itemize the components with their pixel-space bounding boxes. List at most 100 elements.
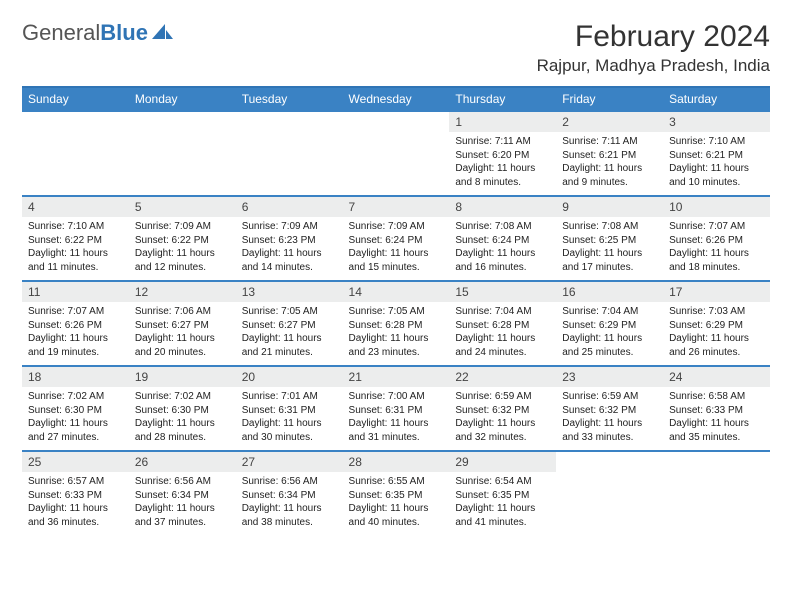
calendar-day: 29Sunrise: 6:54 AMSunset: 6:35 PMDayligh… [449, 451, 556, 535]
calendar-day: 2Sunrise: 7:11 AMSunset: 6:21 PMDaylight… [556, 111, 663, 196]
sunrise-text: Sunrise: 6:58 AM [669, 390, 764, 404]
day-number: 13 [236, 282, 343, 302]
sunset-text: Sunset: 6:26 PM [669, 234, 764, 248]
calendar-day: 14Sunrise: 7:05 AMSunset: 6:28 PMDayligh… [343, 281, 450, 366]
day-details: Sunrise: 7:10 AMSunset: 6:22 PMDaylight:… [22, 217, 129, 280]
day-details: Sunrise: 6:59 AMSunset: 6:32 PMDaylight:… [556, 387, 663, 450]
day-details: Sunrise: 7:05 AMSunset: 6:27 PMDaylight:… [236, 302, 343, 365]
sunrise-text: Sunrise: 7:08 AM [562, 220, 657, 234]
calendar-day: 17Sunrise: 7:03 AMSunset: 6:29 PMDayligh… [663, 281, 770, 366]
day-header: Monday [129, 87, 236, 111]
day-number: 21 [343, 367, 450, 387]
daylight-text: Daylight: 11 hours and 41 minutes. [455, 502, 550, 529]
daylight-text: Daylight: 11 hours and 12 minutes. [135, 247, 230, 274]
sunrise-text: Sunrise: 6:59 AM [455, 390, 550, 404]
calendar-day [663, 451, 770, 535]
day-number: 28 [343, 452, 450, 472]
calendar-day: 18Sunrise: 7:02 AMSunset: 6:30 PMDayligh… [22, 366, 129, 451]
sunset-text: Sunset: 6:24 PM [455, 234, 550, 248]
day-details: Sunrise: 7:00 AMSunset: 6:31 PMDaylight:… [343, 387, 450, 450]
daylight-text: Daylight: 11 hours and 10 minutes. [669, 162, 764, 189]
sunset-text: Sunset: 6:30 PM [135, 404, 230, 418]
daylight-text: Daylight: 11 hours and 25 minutes. [562, 332, 657, 359]
day-number: 20 [236, 367, 343, 387]
daylight-text: Daylight: 11 hours and 11 minutes. [28, 247, 123, 274]
calendar-day: 15Sunrise: 7:04 AMSunset: 6:28 PMDayligh… [449, 281, 556, 366]
day-header-row: Sunday Monday Tuesday Wednesday Thursday… [22, 87, 770, 111]
sunset-text: Sunset: 6:32 PM [562, 404, 657, 418]
sunrise-text: Sunrise: 6:55 AM [349, 475, 444, 489]
sunset-text: Sunset: 6:35 PM [455, 489, 550, 503]
calendar-day [236, 111, 343, 196]
day-details: Sunrise: 6:54 AMSunset: 6:35 PMDaylight:… [449, 472, 556, 535]
day-number: 8 [449, 197, 556, 217]
calendar-day: 1Sunrise: 7:11 AMSunset: 6:20 PMDaylight… [449, 111, 556, 196]
brand-logo: GeneralBlue [22, 20, 174, 46]
day-details: Sunrise: 7:02 AMSunset: 6:30 PMDaylight:… [129, 387, 236, 450]
day-number: 22 [449, 367, 556, 387]
day-number: 10 [663, 197, 770, 217]
sunset-text: Sunset: 6:31 PM [242, 404, 337, 418]
day-number: 9 [556, 197, 663, 217]
calendar-week: 11Sunrise: 7:07 AMSunset: 6:26 PMDayligh… [22, 281, 770, 366]
daylight-text: Daylight: 11 hours and 37 minutes. [135, 502, 230, 529]
sunrise-text: Sunrise: 7:01 AM [242, 390, 337, 404]
sunrise-text: Sunrise: 7:07 AM [28, 305, 123, 319]
sunset-text: Sunset: 6:30 PM [28, 404, 123, 418]
calendar-day: 27Sunrise: 6:56 AMSunset: 6:34 PMDayligh… [236, 451, 343, 535]
day-header: Wednesday [343, 87, 450, 111]
calendar-day: 7Sunrise: 7:09 AMSunset: 6:24 PMDaylight… [343, 196, 450, 281]
day-details: Sunrise: 7:05 AMSunset: 6:28 PMDaylight:… [343, 302, 450, 365]
day-details: Sunrise: 7:03 AMSunset: 6:29 PMDaylight:… [663, 302, 770, 365]
sunset-text: Sunset: 6:28 PM [349, 319, 444, 333]
calendar-day: 20Sunrise: 7:01 AMSunset: 6:31 PMDayligh… [236, 366, 343, 451]
location: Rajpur, Madhya Pradesh, India [537, 56, 770, 76]
daylight-text: Daylight: 11 hours and 16 minutes. [455, 247, 550, 274]
day-details [22, 118, 129, 176]
calendar-day: 19Sunrise: 7:02 AMSunset: 6:30 PMDayligh… [129, 366, 236, 451]
calendar-day: 11Sunrise: 7:07 AMSunset: 6:26 PMDayligh… [22, 281, 129, 366]
sunset-text: Sunset: 6:31 PM [349, 404, 444, 418]
sunset-text: Sunset: 6:28 PM [455, 319, 550, 333]
day-number: 15 [449, 282, 556, 302]
day-number: 19 [129, 367, 236, 387]
sunset-text: Sunset: 6:21 PM [669, 149, 764, 163]
daylight-text: Daylight: 11 hours and 8 minutes. [455, 162, 550, 189]
day-details: Sunrise: 6:59 AMSunset: 6:32 PMDaylight:… [449, 387, 556, 450]
sunset-text: Sunset: 6:21 PM [562, 149, 657, 163]
sunset-text: Sunset: 6:33 PM [669, 404, 764, 418]
daylight-text: Daylight: 11 hours and 23 minutes. [349, 332, 444, 359]
sunrise-text: Sunrise: 7:05 AM [349, 305, 444, 319]
day-number: 18 [22, 367, 129, 387]
daylight-text: Daylight: 11 hours and 9 minutes. [562, 162, 657, 189]
sunrise-text: Sunrise: 6:56 AM [242, 475, 337, 489]
daylight-text: Daylight: 11 hours and 15 minutes. [349, 247, 444, 274]
calendar-day: 16Sunrise: 7:04 AMSunset: 6:29 PMDayligh… [556, 281, 663, 366]
daylight-text: Daylight: 11 hours and 26 minutes. [669, 332, 764, 359]
day-details: Sunrise: 7:01 AMSunset: 6:31 PMDaylight:… [236, 387, 343, 450]
day-details: Sunrise: 6:55 AMSunset: 6:35 PMDaylight:… [343, 472, 450, 535]
sunrise-text: Sunrise: 6:54 AM [455, 475, 550, 489]
header: GeneralBlue February 2024 Rajpur, Madhya… [22, 20, 770, 76]
day-number: 29 [449, 452, 556, 472]
calendar-day: 25Sunrise: 6:57 AMSunset: 6:33 PMDayligh… [22, 451, 129, 535]
day-details: Sunrise: 7:08 AMSunset: 6:25 PMDaylight:… [556, 217, 663, 280]
day-details: Sunrise: 6:58 AMSunset: 6:33 PMDaylight:… [663, 387, 770, 450]
day-number: 11 [22, 282, 129, 302]
day-details: Sunrise: 7:06 AMSunset: 6:27 PMDaylight:… [129, 302, 236, 365]
sunrise-text: Sunrise: 7:02 AM [135, 390, 230, 404]
day-number: 5 [129, 197, 236, 217]
day-number: 24 [663, 367, 770, 387]
calendar-day: 8Sunrise: 7:08 AMSunset: 6:24 PMDaylight… [449, 196, 556, 281]
sunrise-text: Sunrise: 6:59 AM [562, 390, 657, 404]
calendar-day [343, 111, 450, 196]
sunset-text: Sunset: 6:32 PM [455, 404, 550, 418]
sunset-text: Sunset: 6:23 PM [242, 234, 337, 248]
sunrise-text: Sunrise: 7:04 AM [455, 305, 550, 319]
calendar-day: 12Sunrise: 7:06 AMSunset: 6:27 PMDayligh… [129, 281, 236, 366]
calendar-day: 6Sunrise: 7:09 AMSunset: 6:23 PMDaylight… [236, 196, 343, 281]
brand-sail-icon [152, 22, 174, 45]
sunset-text: Sunset: 6:33 PM [28, 489, 123, 503]
title-block: February 2024 Rajpur, Madhya Pradesh, In… [537, 20, 770, 76]
day-details: Sunrise: 7:10 AMSunset: 6:21 PMDaylight:… [663, 132, 770, 195]
